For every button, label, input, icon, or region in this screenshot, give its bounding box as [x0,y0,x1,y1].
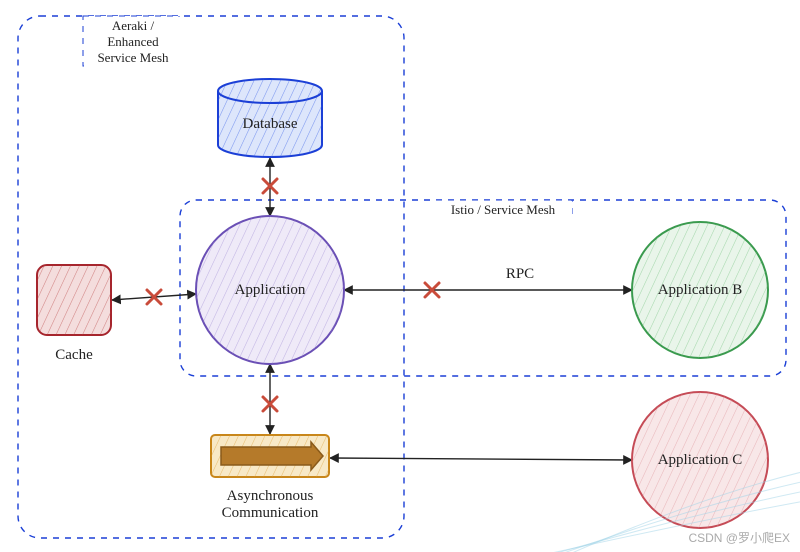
diagram-canvas: Aeraki /EnhancedService Mesh Istio / Serv… [0,0,800,552]
region-label-inner: Istio / Service Mesh [434,201,572,219]
diagram-svg [0,0,800,552]
watermark: CSDN @罗小爬EX [688,529,790,546]
region-label-outer: Aeraki /EnhancedService Mesh [84,17,182,67]
